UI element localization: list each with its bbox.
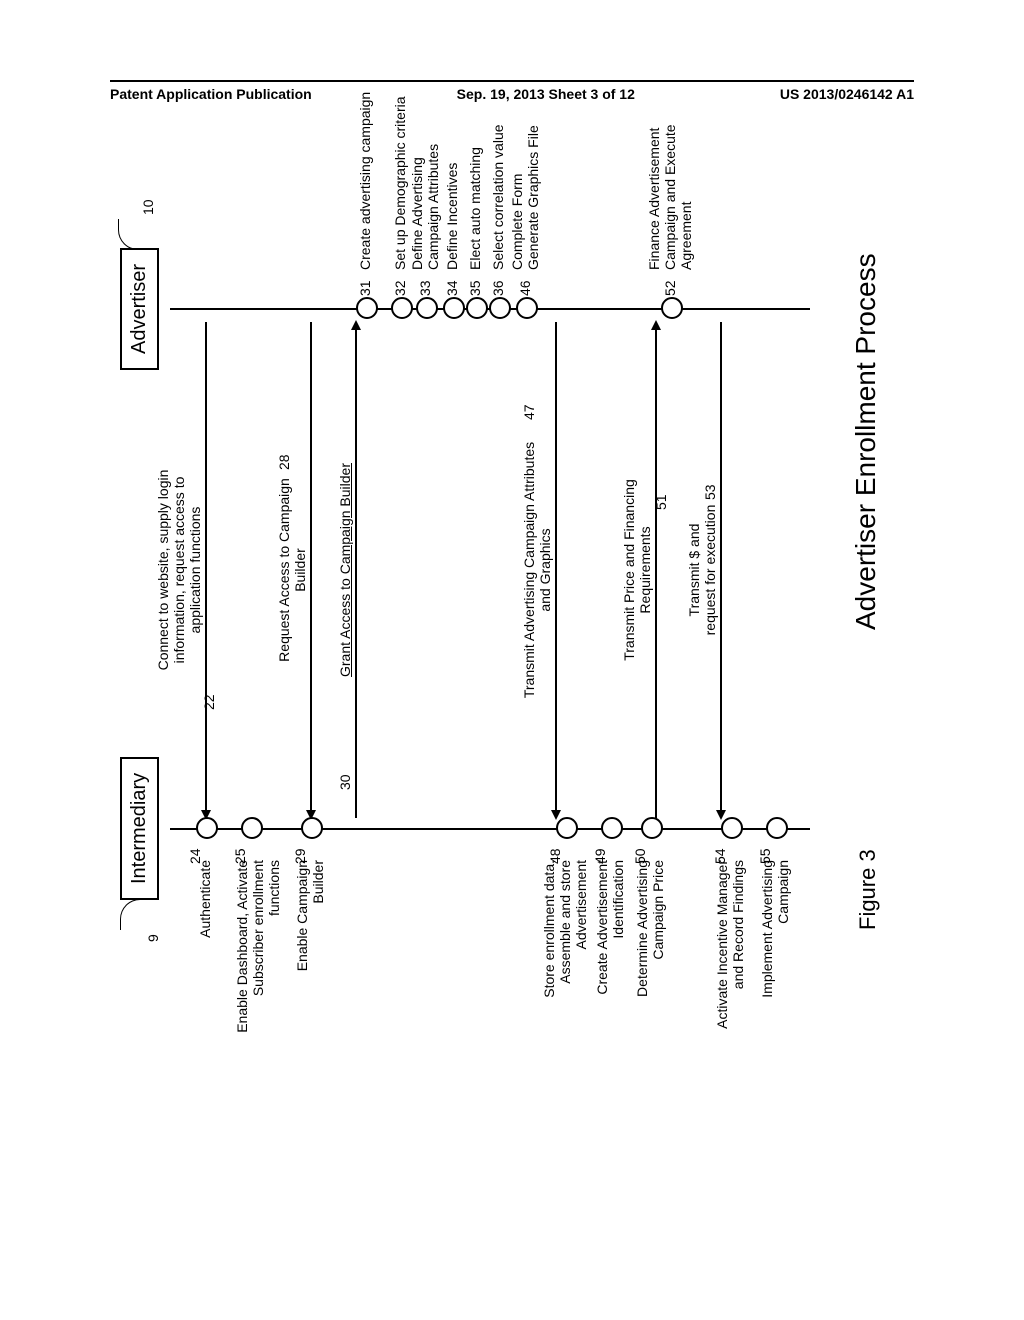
- message-ref: 30: [337, 774, 353, 790]
- process-node-label: Complete Form Generate Graphics File: [509, 125, 541, 270]
- process-node-label: Create advertising campaign: [357, 92, 373, 270]
- process-node: [443, 297, 465, 319]
- process-node-label: Elect auto matching: [467, 147, 483, 270]
- process-node-label: Define Incentives: [444, 163, 460, 270]
- process-node-label: Enable Campaign Builder: [294, 860, 326, 1050]
- message-arrow: [655, 322, 657, 818]
- actor-intermediary: Intermediary: [120, 757, 159, 900]
- process-node: [516, 297, 538, 319]
- process-node-label: Implement Advertising Campaign: [759, 860, 791, 1050]
- process-node-ref: 31: [357, 280, 373, 296]
- process-node-label: Set up Demographic criteria: [392, 96, 408, 270]
- process-node: [766, 817, 788, 839]
- process-node: [489, 297, 511, 319]
- figure-label: Figure 3: [855, 849, 881, 930]
- ref-9: 9: [145, 934, 161, 942]
- message-arrow: [720, 322, 722, 818]
- message-label: Transmit Advertising Campaign Attributes…: [521, 370, 553, 770]
- process-node-label: Define Advertising Campaign Attributes: [409, 144, 441, 270]
- actor-intermediary-label: Intermediary: [128, 773, 150, 884]
- message-arrow: [555, 322, 557, 818]
- process-node-ref: 32: [392, 280, 408, 296]
- process-node-label: Select correlation value: [490, 124, 506, 270]
- process-node-ref: 24: [187, 848, 203, 864]
- message-label: Grant Access to Campaign Builder: [337, 370, 353, 770]
- process-node-label: Activate Incentive Manager and Record Fi…: [714, 860, 746, 1050]
- actor-advertiser-label: Advertiser: [128, 264, 150, 354]
- ref-lead-10: [118, 219, 149, 250]
- process-node-ref: 55: [757, 848, 773, 864]
- process-node: [391, 297, 413, 319]
- process-node-label: Determine Advertising Campaign Price: [634, 860, 666, 1050]
- process-node-ref: 48: [547, 848, 563, 864]
- process-node-ref: 52: [662, 280, 678, 296]
- process-node-ref: 35: [467, 280, 483, 296]
- process-node: [721, 817, 743, 839]
- process-node: [301, 817, 323, 839]
- message-ref: 22: [201, 694, 217, 710]
- process-node: [241, 817, 263, 839]
- process-node: [556, 817, 578, 839]
- process-node-label: Finance Advertisement Campaign and Execu…: [646, 124, 694, 270]
- actor-advertiser: Advertiser: [120, 248, 159, 370]
- process-node: [601, 817, 623, 839]
- process-node-label: Create Advertisement Identification: [594, 860, 626, 1050]
- ref-10: 10: [140, 199, 156, 215]
- message-label: Connect to website, supply login informa…: [155, 370, 203, 770]
- process-node: [196, 817, 218, 839]
- message-ref: 28: [276, 454, 292, 470]
- process-node: [641, 817, 663, 839]
- message-ref: 51: [653, 494, 669, 510]
- process-node-ref: 33: [417, 280, 433, 296]
- process-node-label: Enable Dashboard, Activate Subscriber en…: [234, 860, 282, 1050]
- diagram-title: Advertiser Enrollment Process: [850, 253, 882, 630]
- message-arrow: [205, 322, 207, 818]
- process-node-ref: 29: [292, 848, 308, 864]
- message-ref: 53: [702, 484, 718, 500]
- message-arrow: [310, 322, 312, 818]
- process-node-ref: 36: [490, 280, 506, 296]
- process-node-ref: 25: [232, 848, 248, 864]
- process-node-label: Store enrollment data, Assemble and stor…: [541, 860, 589, 1050]
- sequence-diagram: Intermediary 9 Advertiser 10 Connect to …: [110, 0, 910, 960]
- diagram-rotated-container: Intermediary 9 Advertiser 10 Connect to …: [110, 160, 1024, 960]
- process-node-label: Authenticate: [197, 860, 213, 1050]
- process-node: [466, 297, 488, 319]
- lifeline-intermediary: [170, 828, 810, 830]
- message-label: Transmit Price and Financing Requirement…: [621, 370, 653, 770]
- message-arrow: [355, 322, 357, 818]
- message-label: Transmit $ and request for execution: [686, 370, 718, 770]
- page: Patent Application Publication Sep. 19, …: [0, 0, 1024, 1320]
- process-node-ref: 46: [517, 280, 533, 296]
- process-node-ref: 54: [712, 848, 728, 864]
- process-node-ref: 34: [444, 280, 460, 296]
- process-node: [416, 297, 438, 319]
- ref-lead-9: [120, 899, 151, 930]
- message-label: Request Access to Campaign Builder: [276, 370, 308, 770]
- process-node-ref: 50: [632, 848, 648, 864]
- message-ref: 47: [521, 404, 537, 420]
- process-node-ref: 49: [592, 848, 608, 864]
- process-node: [661, 297, 683, 319]
- process-node: [356, 297, 378, 319]
